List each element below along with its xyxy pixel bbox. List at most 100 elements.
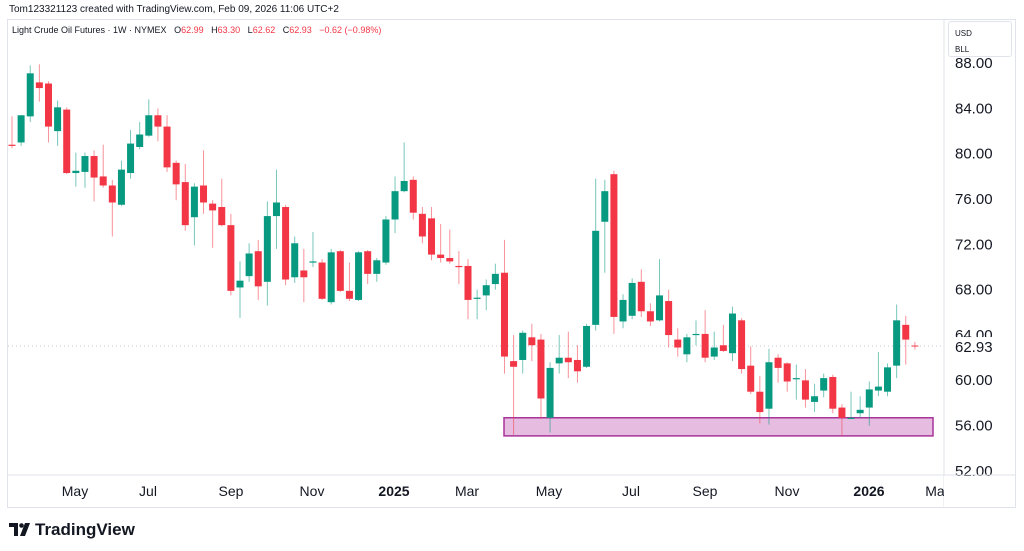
- candle[interactable]: [473, 289, 481, 320]
- candle[interactable]: [728, 306, 736, 362]
- candle[interactable]: [610, 170, 618, 334]
- candle[interactable]: [801, 369, 809, 408]
- candle[interactable]: [35, 64, 43, 102]
- candle[interactable]: [209, 200, 217, 248]
- candle[interactable]: [884, 363, 892, 397]
- candle[interactable]: [181, 163, 189, 231]
- candle[interactable]: [364, 250, 372, 285]
- candle[interactable]: [601, 179, 609, 273]
- candle[interactable]: [455, 251, 463, 285]
- candle[interactable]: [820, 373, 828, 398]
- candle[interactable]: [710, 331, 718, 360]
- candle[interactable]: [345, 262, 353, 302]
- candle[interactable]: [783, 362, 791, 392]
- candle[interactable]: [145, 99, 153, 137]
- candle[interactable]: [44, 81, 52, 143]
- candle[interactable]: [81, 152, 89, 188]
- candle[interactable]: [400, 142, 408, 193]
- candle[interactable]: [756, 375, 764, 424]
- candle[interactable]: [555, 335, 563, 374]
- tradingview-footer[interactable]: TradingView: [9, 520, 135, 540]
- candle[interactable]: [17, 115, 25, 146]
- candle[interactable]: [519, 330, 527, 374]
- candle[interactable]: [747, 346, 755, 394]
- candle[interactable]: [355, 251, 363, 302]
- candle[interactable]: [738, 318, 746, 374]
- currency-unit-box[interactable]: USD BLL: [948, 21, 1012, 57]
- candle[interactable]: [619, 294, 627, 329]
- candle[interactable]: [592, 178, 600, 331]
- candle[interactable]: [774, 354, 782, 383]
- candle[interactable]: [391, 176, 399, 234]
- candle[interactable]: [263, 201, 271, 306]
- candle[interactable]: [172, 160, 180, 201]
- candle[interactable]: [154, 108, 162, 142]
- candle[interactable]: [26, 65, 34, 123]
- candle[interactable]: [464, 259, 472, 320]
- candle[interactable]: [272, 169, 280, 249]
- symbol-name[interactable]: Light Crude Oil Futures · 1W · NYMEX: [12, 25, 167, 35]
- candle[interactable]: [200, 150, 208, 214]
- candle[interactable]: [8, 116, 16, 149]
- candle[interactable]: [482, 279, 490, 311]
- candle[interactable]: [318, 259, 326, 300]
- candle[interactable]: [309, 231, 317, 268]
- candle[interactable]: [163, 115, 171, 172]
- candle[interactable]: [510, 335, 518, 435]
- candle[interactable]: [637, 269, 645, 317]
- candle[interactable]: [336, 250, 344, 292]
- unit-label[interactable]: BLL: [955, 45, 970, 54]
- candle[interactable]: [373, 258, 381, 282]
- candle[interactable]: [765, 348, 773, 425]
- candle[interactable]: [90, 150, 98, 202]
- candle[interactable]: [127, 129, 135, 179]
- candle[interactable]: [99, 144, 107, 188]
- candle[interactable]: [811, 383, 819, 413]
- candle[interactable]: [546, 362, 554, 433]
- candle[interactable]: [656, 259, 664, 322]
- candle[interactable]: [428, 207, 436, 261]
- candle[interactable]: [54, 100, 62, 146]
- currency-label[interactable]: USD: [955, 29, 972, 38]
- candle[interactable]: [583, 323, 591, 368]
- candle[interactable]: [829, 374, 837, 414]
- candle[interactable]: [117, 160, 125, 206]
- candle[interactable]: [847, 391, 855, 419]
- candle[interactable]: [190, 183, 198, 246]
- candle[interactable]: [856, 396, 864, 418]
- candle[interactable]: [108, 179, 116, 237]
- candle[interactable]: [437, 224, 445, 263]
- candle[interactable]: [446, 229, 454, 264]
- candle[interactable]: [282, 204, 290, 286]
- support-zone-rectangle[interactable]: [503, 417, 934, 437]
- candle[interactable]: [218, 178, 226, 227]
- candle[interactable]: [491, 263, 499, 290]
- candle[interactable]: [683, 333, 691, 363]
- candle[interactable]: [874, 352, 882, 397]
- candle[interactable]: [254, 239, 262, 300]
- candle[interactable]: [646, 303, 654, 326]
- candle[interactable]: [528, 323, 536, 362]
- candle[interactable]: [537, 333, 545, 419]
- candle[interactable]: [72, 152, 80, 187]
- candle[interactable]: [136, 122, 144, 150]
- candle[interactable]: [382, 216, 390, 265]
- candle[interactable]: [291, 236, 299, 283]
- candle[interactable]: [63, 107, 71, 175]
- candle[interactable]: [564, 331, 572, 379]
- candle[interactable]: [674, 328, 682, 357]
- candle[interactable]: [300, 248, 308, 303]
- candle[interactable]: [911, 341, 919, 350]
- candle[interactable]: [792, 364, 800, 400]
- candle[interactable]: [227, 213, 235, 296]
- candle[interactable]: [409, 176, 417, 220]
- candle[interactable]: [893, 304, 901, 379]
- candle[interactable]: [902, 315, 910, 365]
- candle[interactable]: [236, 261, 244, 319]
- candle[interactable]: [327, 248, 335, 305]
- candle[interactable]: [865, 381, 873, 426]
- candle[interactable]: [701, 310, 709, 363]
- candle[interactable]: [500, 239, 508, 374]
- candle[interactable]: [692, 320, 700, 346]
